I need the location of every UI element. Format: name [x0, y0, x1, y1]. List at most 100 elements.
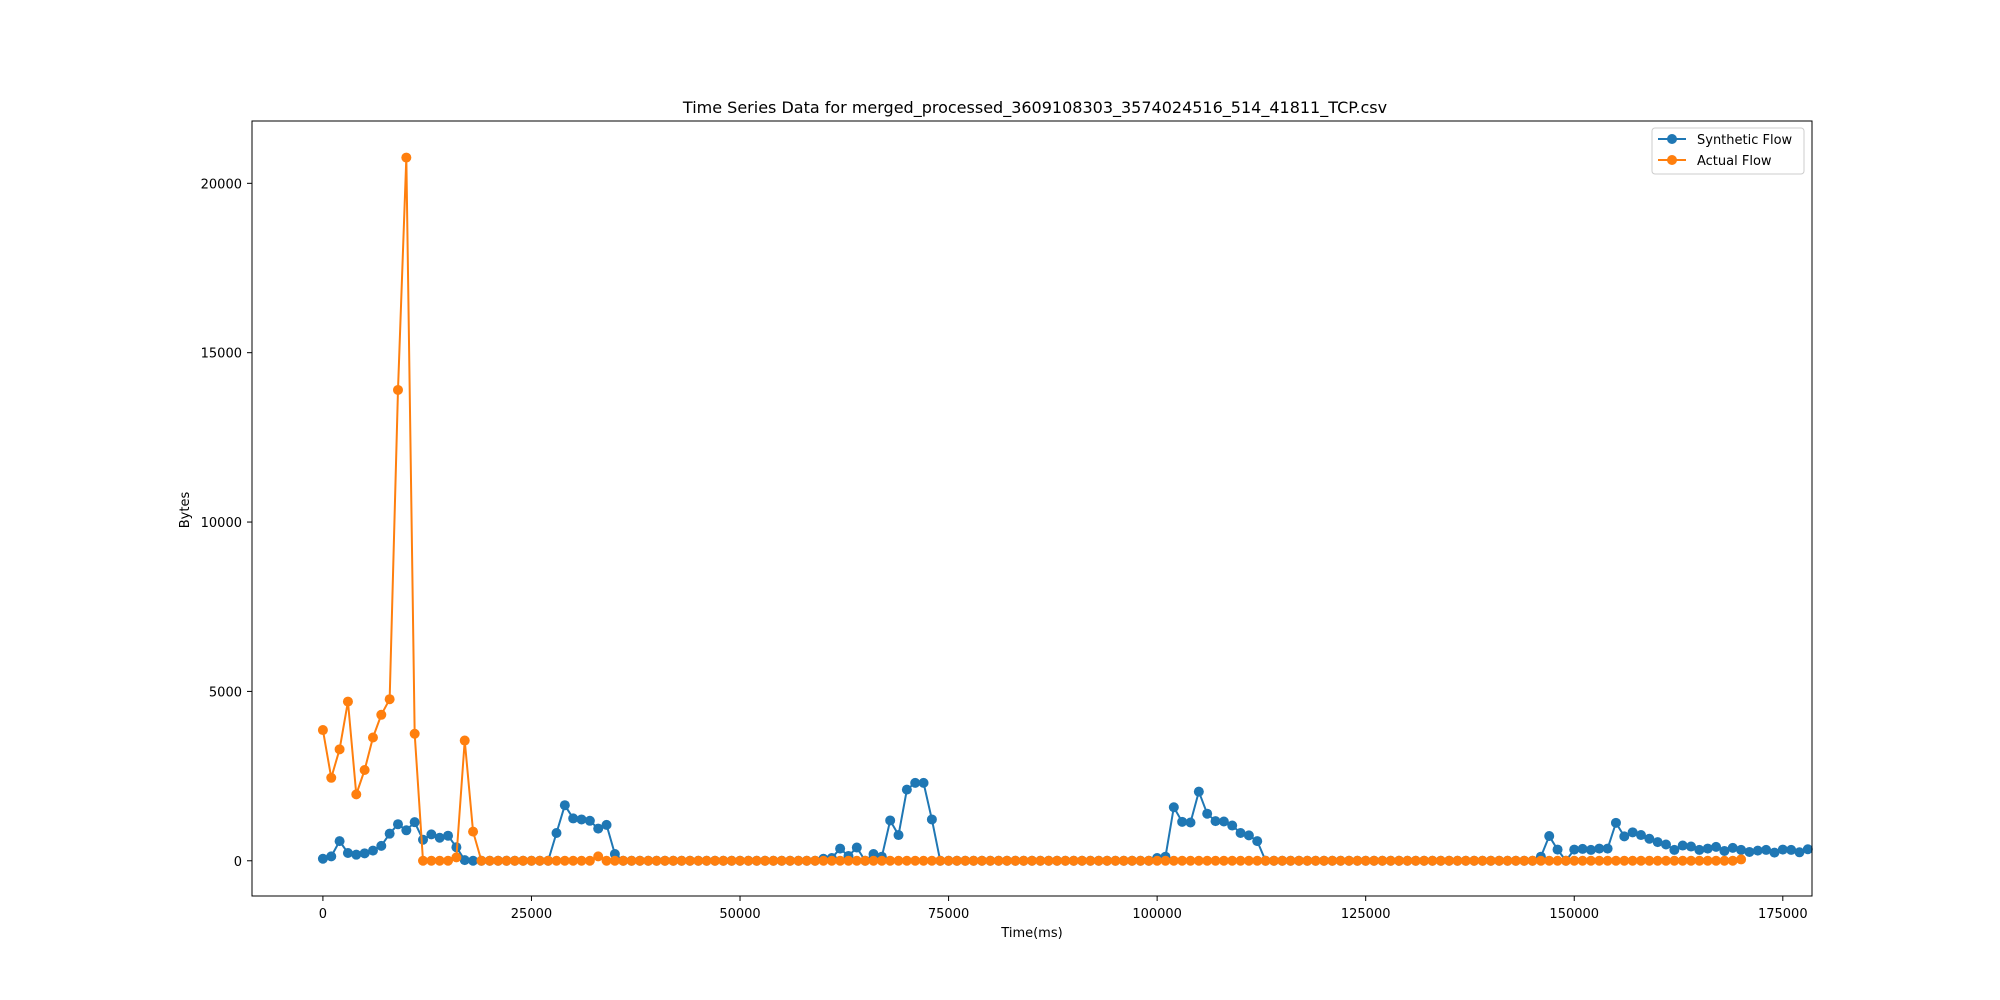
y-axis-label: Bytes — [178, 492, 193, 529]
data-point-actual-flow — [793, 855, 804, 866]
data-point-actual-flow — [1452, 855, 1463, 866]
data-point-actual-flow — [626, 855, 637, 866]
data-point-actual-flow — [1085, 855, 1096, 866]
data-point-actual-flow — [1360, 855, 1371, 866]
data-point-synthetic-flow — [1627, 827, 1638, 838]
y-tick-label: 0 — [234, 855, 242, 870]
data-point-synthetic-flow — [1210, 816, 1221, 827]
data-point-synthetic-flow — [601, 819, 612, 830]
data-point-actual-flow — [1594, 855, 1605, 866]
data-point-actual-flow — [801, 855, 812, 866]
data-point-synthetic-flow — [1752, 845, 1763, 856]
data-point-actual-flow — [1711, 855, 1722, 866]
data-point-synthetic-flow — [1744, 846, 1755, 857]
data-point-actual-flow — [1719, 855, 1730, 866]
data-point-synthetic-flow — [559, 800, 570, 811]
y-axis-ticks: 0 5000 10000 15000 20000 — [201, 177, 252, 870]
data-point-synthetic-flow — [1552, 844, 1563, 855]
data-point-actual-flow — [1552, 855, 1563, 866]
data-point-actual-flow — [901, 855, 912, 866]
data-point-synthetic-flow — [1177, 816, 1188, 827]
data-point-synthetic-flow — [426, 829, 437, 840]
data-point-actual-flow — [526, 855, 537, 866]
data-point-actual-flow — [1477, 855, 1488, 866]
data-point-actual-flow — [1202, 855, 1213, 866]
data-point-actual-flow — [451, 852, 462, 863]
data-point-synthetic-flow — [1702, 843, 1713, 854]
data-point-actual-flow — [593, 851, 604, 862]
data-point-synthetic-flow — [443, 830, 454, 841]
data-point-synthetic-flow — [918, 777, 929, 788]
data-point-actual-flow — [1093, 855, 1104, 866]
data-point-actual-flow — [559, 855, 570, 866]
data-point-actual-flow — [434, 855, 445, 866]
data-point-actual-flow — [768, 855, 779, 866]
data-point-synthetic-flow — [1761, 844, 1772, 855]
data-point-actual-flow — [1394, 855, 1405, 866]
data-point-synthetic-flow — [1644, 833, 1655, 844]
data-point-actual-flow — [1419, 855, 1430, 866]
legend-label-synthetic-flow: Synthetic Flow — [1697, 133, 1793, 148]
data-point-actual-flow — [684, 855, 695, 866]
x-tick-label: 50000 — [719, 907, 760, 922]
data-point-actual-flow — [885, 855, 896, 866]
data-point-actual-flow — [1135, 855, 1146, 866]
data-point-actual-flow — [826, 855, 837, 866]
data-point-actual-flow — [1652, 855, 1663, 866]
data-point-actual-flow — [342, 696, 353, 707]
legend-label-actual-flow: Actual Flow — [1697, 154, 1772, 169]
data-point-actual-flow — [1686, 855, 1697, 866]
data-point-actual-flow — [1310, 855, 1321, 866]
data-point-actual-flow — [1585, 855, 1596, 866]
data-point-synthetic-flow — [584, 815, 595, 826]
data-point-actual-flow — [1235, 855, 1246, 866]
y-tick-label: 20000 — [201, 177, 242, 192]
data-point-actual-flow — [401, 152, 412, 163]
data-point-actual-flow — [1727, 855, 1738, 866]
data-point-actual-flow — [868, 855, 879, 866]
data-point-actual-flow — [910, 855, 921, 866]
series-layer — [317, 152, 1813, 866]
data-point-actual-flow — [943, 855, 954, 866]
data-point-actual-flow — [709, 855, 720, 866]
data-point-actual-flow — [701, 855, 712, 866]
data-point-synthetic-flow — [1727, 842, 1738, 853]
data-point-synthetic-flow — [551, 828, 562, 838]
data-point-actual-flow — [1702, 855, 1713, 866]
data-point-actual-flow — [860, 855, 871, 866]
data-point-synthetic-flow — [1686, 841, 1697, 852]
data-point-actual-flow — [659, 855, 670, 866]
data-point-actual-flow — [668, 855, 679, 866]
data-point-actual-flow — [351, 789, 362, 800]
data-point-synthetic-flow — [926, 814, 937, 825]
series-actual-flow — [317, 152, 1747, 866]
x-tick-label: 175000 — [1758, 907, 1808, 922]
x-tick-label: 25000 — [511, 907, 552, 922]
data-point-actual-flow — [1427, 855, 1438, 866]
data-point-actual-flow — [426, 855, 437, 866]
data-point-actual-flow — [1494, 855, 1505, 866]
data-point-actual-flow — [501, 855, 512, 866]
data-point-actual-flow — [584, 855, 595, 866]
data-point-actual-flow — [1243, 855, 1254, 866]
data-point-actual-flow — [359, 764, 370, 775]
data-point-actual-flow — [1035, 855, 1046, 866]
data-point-synthetic-flow — [1227, 820, 1238, 831]
data-point-actual-flow — [1318, 855, 1329, 866]
data-point-actual-flow — [718, 855, 729, 866]
data-point-actual-flow — [392, 384, 403, 395]
data-point-actual-flow — [776, 855, 787, 866]
data-point-synthetic-flow — [885, 815, 896, 826]
data-point-actual-flow — [1485, 855, 1496, 866]
data-point-synthetic-flow — [1577, 843, 1588, 854]
data-point-actual-flow — [818, 855, 829, 866]
data-point-actual-flow — [409, 728, 420, 739]
data-point-actual-flow — [876, 855, 887, 866]
data-point-actual-flow — [376, 709, 387, 720]
data-point-actual-flow — [1227, 855, 1238, 866]
data-point-actual-flow — [810, 855, 821, 866]
data-point-actual-flow — [551, 855, 562, 866]
data-point-synthetic-flow — [1185, 817, 1196, 828]
data-point-actual-flow — [493, 855, 504, 866]
